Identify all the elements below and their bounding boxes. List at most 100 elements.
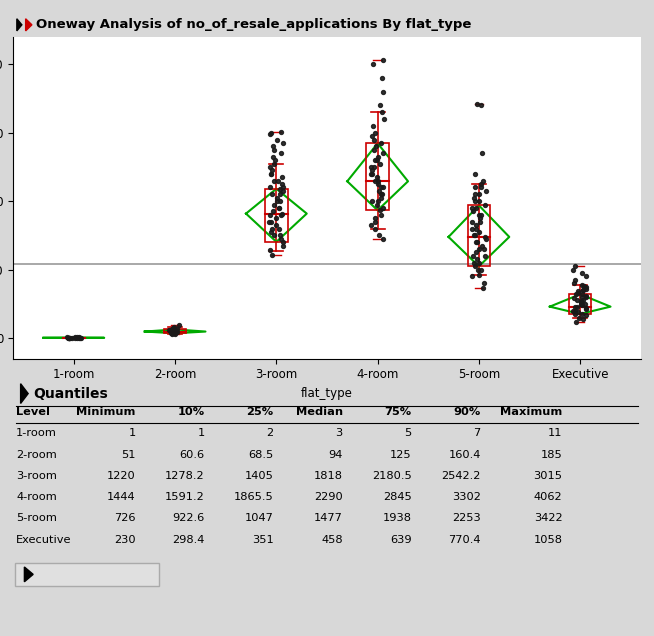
Text: 185: 185 — [541, 450, 562, 460]
Point — [378, 203, 388, 213]
Point — [267, 223, 277, 233]
Point — [170, 327, 181, 337]
Point — [268, 200, 279, 210]
Point — [267, 189, 277, 199]
Point — [475, 265, 486, 275]
Point — [368, 121, 378, 131]
Point — [371, 141, 381, 151]
Text: 68.5: 68.5 — [249, 450, 273, 460]
Point — [370, 217, 380, 227]
Point — [579, 299, 590, 309]
Point — [75, 333, 86, 343]
Point — [570, 302, 581, 312]
Point — [74, 333, 84, 343]
Point — [63, 333, 74, 343]
Point — [268, 151, 279, 162]
Point — [169, 328, 179, 338]
Point — [577, 295, 588, 305]
Text: 1865.5: 1865.5 — [234, 492, 273, 502]
Text: 11: 11 — [548, 428, 562, 438]
Point — [265, 245, 275, 256]
Point — [275, 189, 285, 199]
Point — [569, 278, 579, 288]
Text: 1047: 1047 — [245, 513, 273, 523]
Point — [62, 332, 73, 342]
Text: Oneway Analysis of no_of_resale_applications By flat_type: Oneway Analysis of no_of_resale_applicat… — [36, 18, 471, 31]
Bar — [164, 329, 186, 333]
Point — [474, 258, 485, 268]
Point — [471, 237, 481, 247]
Text: Median: Median — [296, 407, 343, 417]
Text: 7: 7 — [473, 428, 481, 438]
Point — [266, 128, 277, 138]
Point — [366, 162, 376, 172]
Point — [174, 321, 184, 331]
Point — [468, 251, 478, 261]
Point — [367, 165, 377, 176]
Point — [475, 183, 486, 193]
Point — [275, 210, 286, 220]
Point — [271, 196, 282, 206]
Text: 125: 125 — [390, 450, 412, 460]
Point — [278, 186, 288, 196]
Point — [272, 134, 283, 144]
Point — [170, 329, 181, 339]
Point — [478, 283, 489, 293]
Point — [573, 307, 583, 317]
Point — [569, 293, 579, 303]
Point — [377, 107, 387, 117]
Point — [167, 329, 177, 340]
Point — [265, 129, 275, 139]
Point — [378, 148, 388, 158]
Point — [569, 261, 579, 271]
Point — [268, 141, 279, 151]
Point — [572, 294, 582, 305]
Point — [369, 145, 379, 155]
Point — [471, 223, 481, 233]
Point — [378, 183, 388, 193]
Point — [375, 193, 386, 203]
Point — [467, 272, 477, 282]
Text: 1444: 1444 — [107, 492, 135, 502]
Text: 3-room: 3-room — [16, 471, 57, 481]
Point — [277, 240, 288, 251]
Text: 90%: 90% — [454, 407, 481, 417]
Point — [369, 134, 379, 144]
Point — [67, 333, 77, 343]
Point — [577, 309, 588, 319]
Point — [265, 183, 275, 193]
Point — [169, 322, 180, 332]
Point — [62, 333, 73, 343]
Point — [473, 270, 484, 280]
Point — [471, 247, 481, 258]
Point — [576, 297, 586, 307]
Text: 4-room: 4-room — [16, 492, 57, 502]
Point — [474, 196, 485, 206]
Point — [570, 317, 581, 328]
Bar — [266, 189, 288, 242]
Point — [577, 300, 588, 310]
Text: Executive: Executive — [16, 534, 72, 544]
Point — [480, 232, 490, 242]
Point — [574, 312, 584, 322]
Point — [272, 193, 283, 203]
Text: 75%: 75% — [385, 407, 412, 417]
Point — [568, 305, 578, 315]
Point — [473, 227, 484, 237]
Text: Quantiles: Quantiles — [33, 387, 108, 401]
Point — [377, 234, 388, 244]
Point — [468, 206, 478, 216]
Point — [64, 333, 75, 343]
Point — [64, 333, 75, 343]
Point — [572, 301, 582, 312]
Text: 3302: 3302 — [452, 492, 481, 502]
Point — [275, 233, 286, 244]
Point — [71, 332, 82, 342]
Point — [573, 287, 583, 298]
Point — [274, 223, 284, 233]
Point — [171, 326, 182, 336]
Point — [371, 155, 382, 165]
Point — [467, 203, 477, 213]
Point — [264, 217, 275, 227]
Point — [277, 183, 288, 193]
